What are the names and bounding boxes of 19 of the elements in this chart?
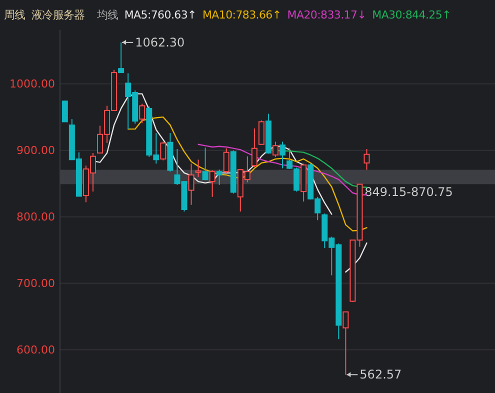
annotation: 562.57 (360, 368, 402, 382)
candlestick (280, 141, 286, 169)
band-label: 849.15-870.75 (364, 184, 453, 199)
legend-title: 均线 (96, 8, 119, 22)
chart-subtitle: 液冷服务器 (31, 8, 86, 22)
chart-title: 周线 (4, 8, 26, 22)
candlestick (188, 163, 194, 206)
text: MA10:783.66↑ (202, 8, 282, 22)
y-tick-label: 800.00 (16, 210, 55, 224)
text: MA5:760.63↑ (124, 8, 196, 22)
text: MA20:833.17↓ (287, 8, 366, 22)
line-series (198, 144, 368, 196)
candlestick (364, 148, 370, 170)
y-tick-label: 600.00 (16, 343, 55, 356)
y-tick-label: 1000.00 (10, 77, 55, 90)
y-tick-label: 700.00 (16, 276, 55, 290)
y-tick-label: 900.00 (16, 144, 55, 157)
text: MA30:844.25↑ (372, 8, 451, 22)
annotation: 1062.30 (135, 35, 185, 50)
